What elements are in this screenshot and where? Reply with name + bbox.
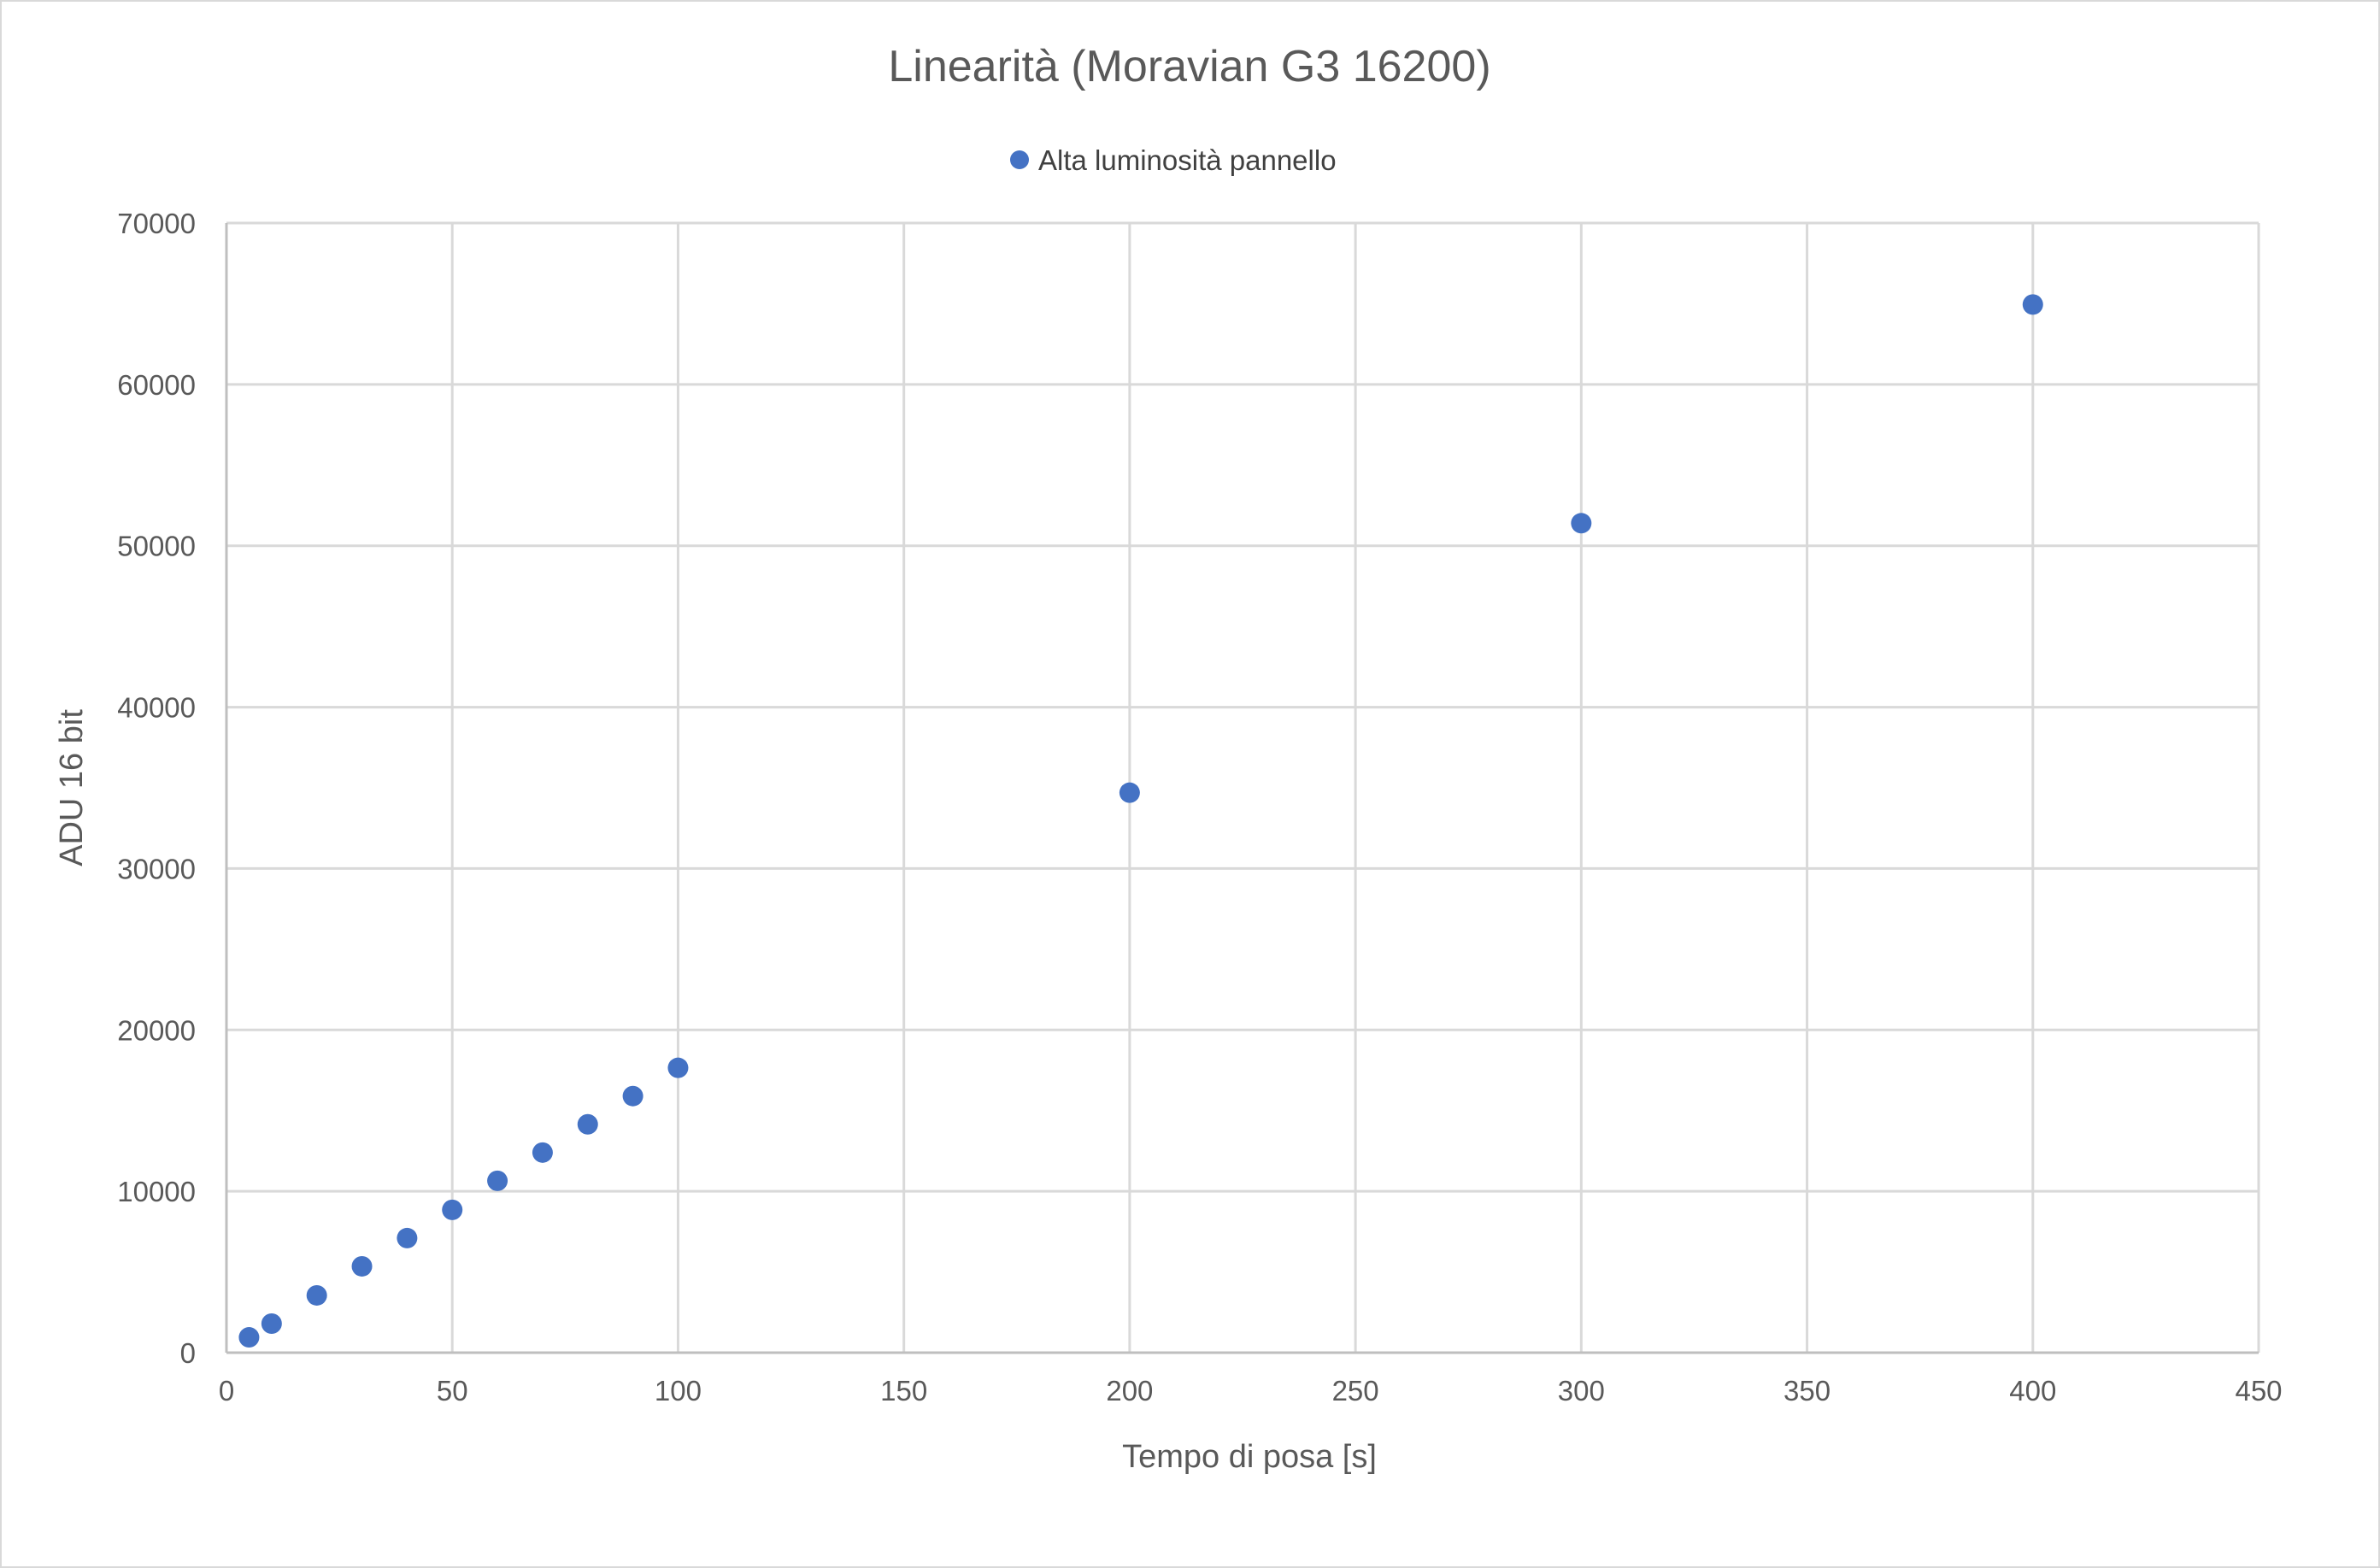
data-point xyxy=(487,1170,508,1191)
legend-label: Alta luminosità pannello xyxy=(1038,144,1337,176)
y-tick-label: 40000 xyxy=(117,692,196,724)
x-tick-label: 250 xyxy=(1332,1375,1379,1407)
axes xyxy=(225,223,2259,1354)
data-point xyxy=(532,1142,553,1163)
data-point xyxy=(397,1227,418,1248)
data-point xyxy=(306,1284,327,1306)
chart-title: Linearità (Moravian G3 16200) xyxy=(888,42,1490,91)
legend-marker xyxy=(1010,150,1029,169)
data-point xyxy=(622,1085,643,1107)
x-tick-label: 450 xyxy=(2235,1375,2282,1407)
x-axis-title: Tempo di posa [s] xyxy=(1122,1439,1377,1475)
data-point xyxy=(667,1057,689,1078)
data-point xyxy=(261,1313,282,1335)
x-tick-label: 0 xyxy=(219,1375,234,1407)
data-point xyxy=(238,1327,260,1348)
data-point xyxy=(351,1255,373,1277)
data-point xyxy=(577,1113,598,1135)
data-point xyxy=(442,1199,463,1220)
y-tick-label: 30000 xyxy=(117,853,196,884)
data-points xyxy=(238,294,2043,1348)
gridlines xyxy=(226,221,2260,1353)
x-tick-label: 300 xyxy=(1558,1375,1605,1407)
y-tick-label: 10000 xyxy=(117,1176,196,1207)
x-tick-label: 200 xyxy=(1106,1375,1153,1407)
x-tick-label: 50 xyxy=(437,1375,468,1407)
data-point xyxy=(2022,294,2043,315)
y-tick-label: 70000 xyxy=(117,208,196,239)
x-tick-label: 400 xyxy=(2009,1375,2056,1407)
data-point xyxy=(1119,782,1140,803)
x-tick-label: 100 xyxy=(655,1375,702,1407)
legend: Alta luminosità pannello xyxy=(1010,144,1337,176)
y-tick-label: 60000 xyxy=(117,369,196,401)
y-axis-ticks: 0 10000 20000 30000 40000 50000 60000 70000 xyxy=(117,208,196,1369)
y-tick-label: 50000 xyxy=(117,531,196,562)
x-tick-label: 150 xyxy=(880,1375,927,1407)
x-tick-label: 350 xyxy=(1784,1375,1831,1407)
y-tick-label: 0 xyxy=(180,1337,196,1369)
y-axis-title: ADU 16 bit xyxy=(54,709,90,866)
data-point xyxy=(1571,513,1592,534)
x-axis-ticks: 0 50 100 150 200 250 300 350 400 450 xyxy=(219,1375,2283,1407)
y-tick-label: 20000 xyxy=(117,1014,196,1046)
